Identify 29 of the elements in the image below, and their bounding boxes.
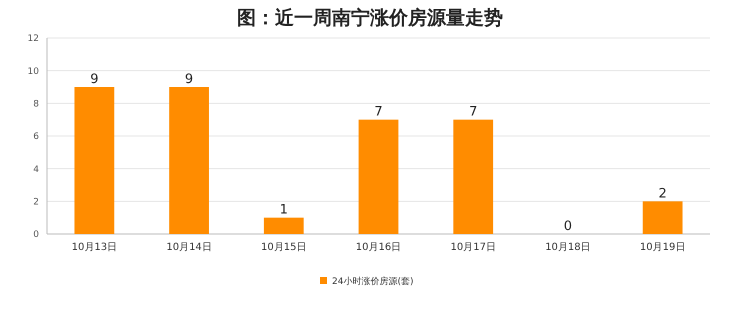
data-label: 0: [564, 219, 572, 234]
legend-label: 24小时涨价房源(套): [332, 276, 414, 288]
x-tick-label: 10月15日: [261, 242, 307, 253]
y-tick-label: 2: [33, 197, 39, 208]
x-tick-label: 10月14日: [166, 242, 212, 253]
x-tick-label: 10月18日: [545, 242, 591, 253]
bar: [358, 120, 398, 234]
y-tick-label: 8: [33, 99, 40, 110]
bar: [264, 218, 304, 234]
y-tick-label: 12: [28, 34, 39, 44]
data-label: 1: [280, 202, 288, 218]
x-tick-label: 10月17日: [450, 242, 496, 253]
data-label: 7: [469, 104, 478, 120]
x-tick-label: 10月16日: [356, 242, 402, 253]
data-label: 7: [374, 104, 383, 120]
bar: [169, 87, 209, 234]
data-label: 2: [658, 186, 667, 202]
bar: [74, 87, 114, 234]
y-tick-label: 4: [33, 164, 40, 175]
x-tick-label: 10月13日: [72, 242, 118, 253]
bar: [642, 201, 683, 234]
data-label: 9: [184, 72, 194, 87]
y-tick-label: 0: [33, 230, 40, 240]
x-tick-label: 10月19日: [640, 242, 686, 253]
data-label: 9: [90, 72, 98, 87]
chart-title: 图：近一周南宁涨价房源量走势: [237, 7, 503, 29]
y-tick-label: 10: [28, 66, 40, 77]
y-tick-label: 6: [33, 132, 40, 142]
bar: [453, 120, 494, 234]
